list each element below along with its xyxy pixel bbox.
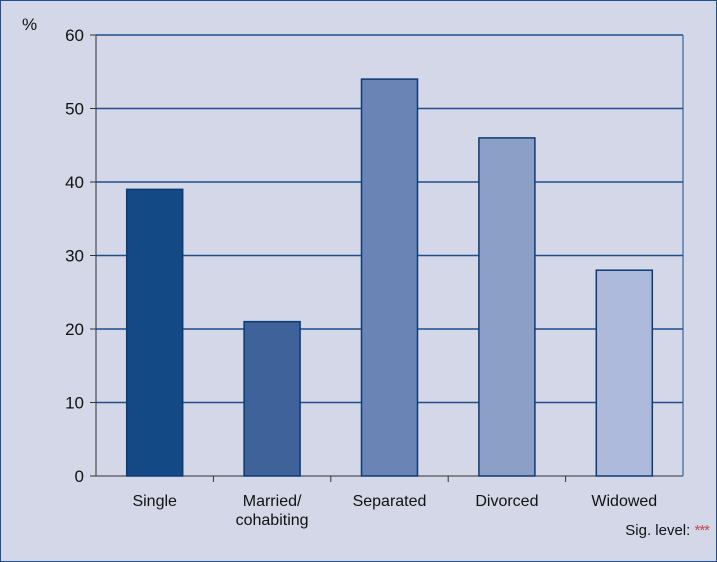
bar — [595, 269, 654, 477]
y-tick-label: 20 — [65, 320, 84, 339]
y-axis-unit: % — [22, 15, 37, 34]
x-tick-label: Separated — [353, 493, 427, 510]
significance-label: Sig. level: — [625, 522, 691, 539]
x-tick-label: Widowed — [591, 493, 657, 510]
y-tick-label: 30 — [65, 247, 84, 266]
y-tick-label: 50 — [65, 100, 84, 119]
y-tick-label: 40 — [65, 173, 84, 192]
bar — [360, 78, 419, 477]
x-tick-label: Single — [132, 493, 177, 510]
bar — [478, 137, 536, 477]
significance-note: Sig. level: *** — [625, 522, 710, 539]
significance-stars: *** — [694, 522, 709, 539]
y-tick-label: 60 — [65, 26, 84, 45]
bar — [125, 188, 184, 477]
y-tick-label: 10 — [65, 394, 84, 413]
x-tick-label: Married/cohabiting — [236, 493, 309, 529]
y-tick-label: 0 — [75, 467, 84, 486]
bar — [243, 320, 301, 477]
x-tick-label: Divorced — [475, 493, 538, 510]
